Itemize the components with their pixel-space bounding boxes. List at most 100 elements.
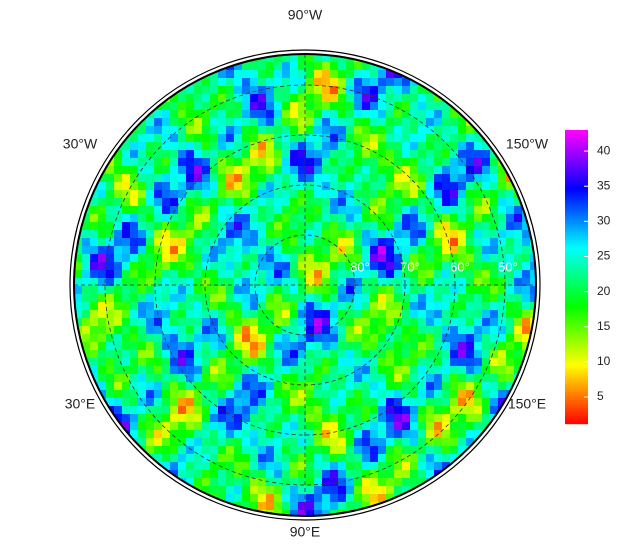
raster-cell xyxy=(74,294,83,303)
raster-cell xyxy=(194,206,203,215)
colorbar-strip xyxy=(565,340,588,343)
raster-cell xyxy=(242,86,251,95)
raster-cell xyxy=(322,310,331,319)
raster-cell xyxy=(418,398,427,407)
raster-cell xyxy=(458,278,467,287)
raster-cell xyxy=(394,454,403,463)
raster-cell xyxy=(330,206,339,215)
colorbar-strip xyxy=(565,226,588,229)
raster-cell xyxy=(146,166,155,175)
raster-cell xyxy=(426,118,435,127)
raster-cell xyxy=(290,294,299,303)
raster-cell xyxy=(434,446,443,455)
raster-cell xyxy=(290,406,299,415)
raster-cell xyxy=(322,246,331,255)
raster-cell xyxy=(370,470,379,479)
raster-cell xyxy=(378,166,387,175)
raster-cell xyxy=(274,270,283,279)
raster-cell xyxy=(370,86,379,95)
raster-cell xyxy=(346,278,355,287)
raster-cell xyxy=(450,190,459,199)
raster-cell xyxy=(466,462,475,471)
raster-cell xyxy=(250,182,259,191)
raster-cell xyxy=(258,270,267,279)
raster-cell xyxy=(338,214,347,223)
raster-cell xyxy=(106,310,115,319)
raster-cell xyxy=(146,198,155,207)
raster-cell xyxy=(266,270,275,279)
raster-cell xyxy=(354,94,363,103)
raster-cell xyxy=(194,110,203,119)
raster-cell xyxy=(330,54,339,63)
raster-cell xyxy=(170,118,179,127)
raster-cell xyxy=(410,142,419,151)
raster-cell xyxy=(170,350,179,359)
raster-cell xyxy=(322,238,331,247)
raster-cell xyxy=(274,310,283,319)
raster-cell xyxy=(250,494,259,503)
raster-cell xyxy=(450,334,459,343)
raster-cell xyxy=(210,174,219,183)
raster-cell xyxy=(346,358,355,367)
colorbar-strip xyxy=(565,274,588,277)
colorbar-strip xyxy=(565,260,588,263)
raster-cell xyxy=(114,366,123,375)
raster-cell xyxy=(394,302,403,311)
raster-cell xyxy=(178,254,187,263)
raster-cell xyxy=(154,350,163,359)
raster-cell xyxy=(210,358,219,367)
raster-cell xyxy=(274,446,283,455)
raster-cell xyxy=(82,262,91,271)
raster-cell xyxy=(114,174,123,183)
raster-cell xyxy=(242,62,251,71)
raster-cell xyxy=(514,326,523,335)
raster-cell xyxy=(298,78,307,87)
raster-cell xyxy=(242,502,251,511)
raster-cell xyxy=(426,470,435,479)
raster-cell xyxy=(346,254,355,263)
raster-cell xyxy=(282,86,291,95)
raster-cell xyxy=(314,70,323,79)
raster-cell xyxy=(162,358,171,367)
raster-cell xyxy=(234,302,243,311)
raster-cell xyxy=(226,166,235,175)
raster-cell xyxy=(330,270,339,279)
raster-cell xyxy=(354,110,363,119)
raster-cell xyxy=(114,294,123,303)
raster-cell xyxy=(506,278,515,287)
raster-cell xyxy=(386,222,395,231)
raster-cell xyxy=(386,94,395,103)
raster-cell xyxy=(482,278,491,287)
raster-cell xyxy=(186,182,195,191)
raster-cell xyxy=(194,326,203,335)
raster-cell xyxy=(170,166,179,175)
raster-cell xyxy=(474,422,483,431)
raster-cell xyxy=(306,142,315,151)
raster-cell xyxy=(226,246,235,255)
raster-cell xyxy=(402,118,411,127)
raster-cell xyxy=(210,102,219,111)
raster-cell xyxy=(130,190,139,199)
raster-cell xyxy=(170,422,179,431)
raster-cell xyxy=(466,142,475,151)
raster-cell xyxy=(474,270,483,279)
colorbar-strip xyxy=(565,276,588,279)
raster-cell xyxy=(282,286,291,295)
raster-cell xyxy=(298,510,307,516)
raster-cell xyxy=(250,174,259,183)
raster-cell xyxy=(434,278,443,287)
raster-cell xyxy=(250,86,259,95)
raster-cell xyxy=(346,478,355,487)
raster-cell xyxy=(194,182,203,191)
raster-cell xyxy=(522,318,531,327)
raster-cell xyxy=(402,358,411,367)
raster-cell xyxy=(298,94,307,103)
raster-cell xyxy=(426,78,435,87)
colorbar-strip xyxy=(565,316,588,319)
raster-cell xyxy=(290,262,299,271)
raster-cell xyxy=(298,478,307,487)
raster-cell xyxy=(242,198,251,207)
raster-cell xyxy=(130,326,139,335)
raster-cell xyxy=(330,310,339,319)
raster-cell xyxy=(370,494,379,503)
